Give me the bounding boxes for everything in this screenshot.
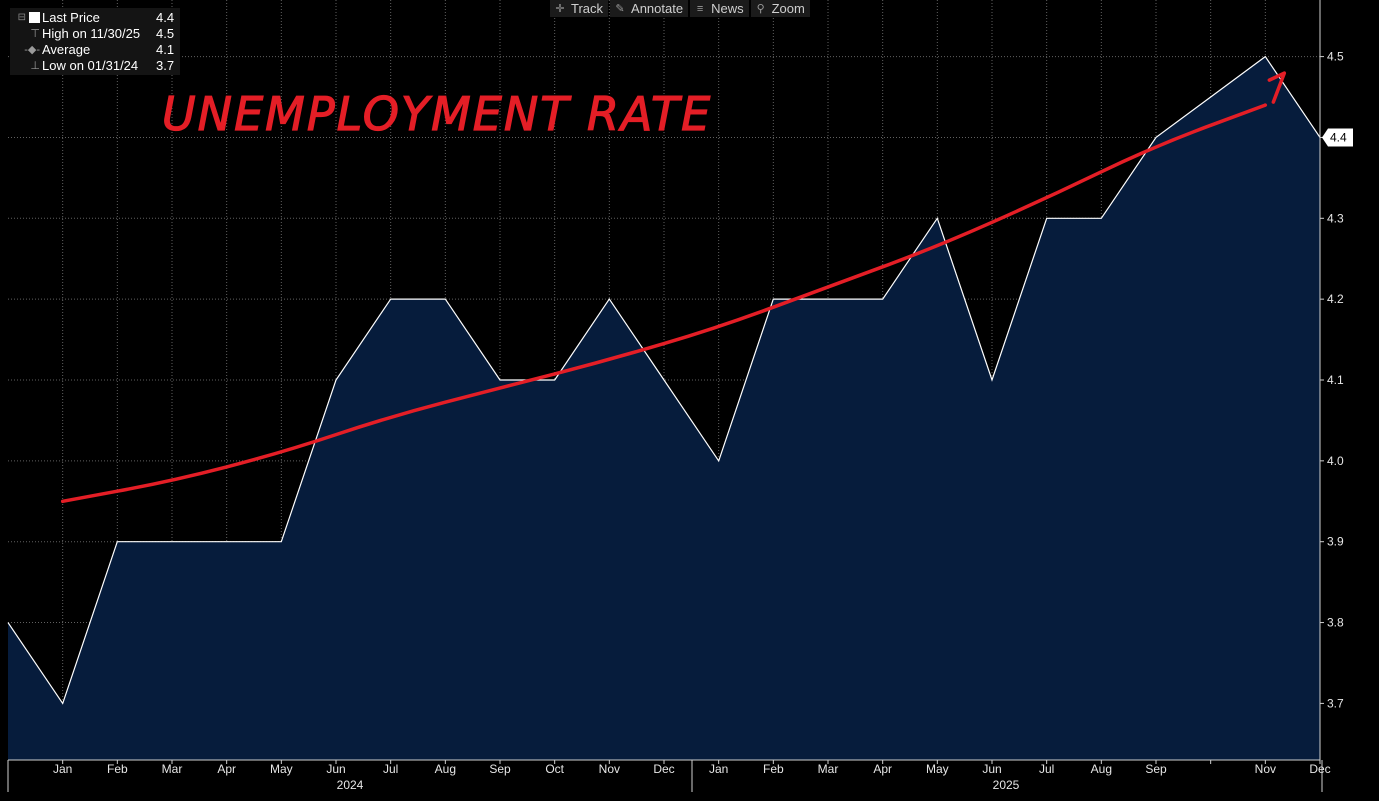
year-label: 2025 xyxy=(993,778,1020,792)
trend-arrow-line xyxy=(60,103,1268,504)
x-tick-label: Jun xyxy=(326,762,345,776)
x-tick-label: Dec xyxy=(653,762,674,776)
x-tick-label: Feb xyxy=(107,762,128,776)
trend-arrowhead xyxy=(1267,71,1287,104)
annotate-button[interactable]: ✎ Annotate xyxy=(610,0,689,17)
high-marker-icon: ⊤ xyxy=(30,27,40,40)
news-label: News xyxy=(711,0,744,16)
legend-row-last[interactable]: ⊟ Last Price 4.4 xyxy=(10,9,180,25)
y-tick-label: 4.2 xyxy=(1327,292,1344,306)
legend-row-high[interactable]: ⊤ High on 11/30/25 4.5 xyxy=(10,25,180,41)
crosshair-icon: ✛ xyxy=(555,2,565,15)
y-tick-label: 3.8 xyxy=(1327,616,1344,630)
x-tick-label: May xyxy=(270,762,293,776)
x-tick-label: Jul xyxy=(383,762,398,776)
news-button[interactable]: ≡ News xyxy=(690,0,749,17)
x-tick-label: Oct xyxy=(545,762,564,776)
magnifier-icon: ⚲ xyxy=(756,2,765,15)
x-tick-label: Jun xyxy=(982,762,1001,776)
legend-row-average[interactable]: -◆- Average 4.1 xyxy=(10,41,180,57)
chart-toolbar: ✛ Track ✎ Annotate ≡ News ⚲ Zoom xyxy=(550,0,810,17)
x-tick-label: Aug xyxy=(435,762,456,776)
x-tick-label: Nov xyxy=(1255,762,1276,776)
collapse-icon[interactable]: ⊟ xyxy=(17,11,26,23)
x-tick-label: Mar xyxy=(162,762,183,776)
y-tick-label: 4.1 xyxy=(1327,373,1344,387)
x-tick-label: Feb xyxy=(763,762,784,776)
x-tick-label: Apr xyxy=(217,762,236,776)
year-label: 2024 xyxy=(337,778,364,792)
unemployment-series-line xyxy=(7,55,1321,705)
legend-label: Last Price xyxy=(42,9,100,25)
annotation-text: UNEMPLOYMENT RATE xyxy=(162,87,712,141)
x-tick-label: May xyxy=(926,762,949,776)
legend-label: Low on 01/31/24 xyxy=(42,57,139,73)
last-value-tag: 4.4 xyxy=(1322,128,1353,147)
annotate-label: Annotate xyxy=(631,0,684,16)
y-tick-label: 4.5 xyxy=(1327,50,1344,64)
x-tick-label: Sep xyxy=(1145,762,1167,776)
average-marker-icon: -◆- xyxy=(24,43,40,56)
x-tick-label: Jan xyxy=(709,762,728,776)
x-tick-label: Aug xyxy=(1091,762,1112,776)
legend-panel: ⊟ Last Price 4.4 ⊤ High on 11/30/25 4.5 … xyxy=(10,8,180,75)
y-tick-label: 4.3 xyxy=(1327,211,1344,225)
y-tick-label: 4.0 xyxy=(1327,454,1344,468)
x-tick-label: Apr xyxy=(873,762,892,776)
news-icon: ≡ xyxy=(696,2,704,15)
x-tick-label: Dec xyxy=(1309,762,1330,776)
last-value-tag-text: 4.4 xyxy=(1330,130,1347,144)
last-price-swatch-icon xyxy=(29,11,40,23)
x-tick-label: Nov xyxy=(599,762,620,776)
legend-label: High on 11/30/25 xyxy=(42,25,141,41)
legend-value: 4.1 xyxy=(156,41,175,57)
legend-value: 4.5 xyxy=(156,25,175,41)
pencil-icon: ✎ xyxy=(615,2,625,15)
x-tick-label: Mar xyxy=(818,762,839,776)
x-tick-label: Jan xyxy=(53,762,72,776)
track-label: Track xyxy=(571,0,604,16)
y-tick-label: 3.9 xyxy=(1327,535,1344,549)
legend-row-low[interactable]: ⊥ Low on 01/31/24 3.7 xyxy=(10,57,180,73)
y-tick-label: 3.7 xyxy=(1327,696,1344,710)
x-tick-label: Sep xyxy=(489,762,511,776)
legend-value: 4.4 xyxy=(156,9,175,25)
zoom-label: Zoom xyxy=(771,0,805,16)
unemployment-area-fill xyxy=(8,56,1320,761)
axes xyxy=(7,0,1324,792)
legend-value: 3.7 xyxy=(156,57,175,73)
track-button[interactable]: ✛ Track xyxy=(550,0,609,17)
x-tick-label: Jul xyxy=(1039,762,1054,776)
low-marker-icon: ⊥ xyxy=(30,59,40,72)
legend-label: Average xyxy=(42,41,91,57)
zoom-button[interactable]: ⚲ Zoom xyxy=(750,0,810,17)
last-value-tag-bg xyxy=(1322,128,1353,147)
